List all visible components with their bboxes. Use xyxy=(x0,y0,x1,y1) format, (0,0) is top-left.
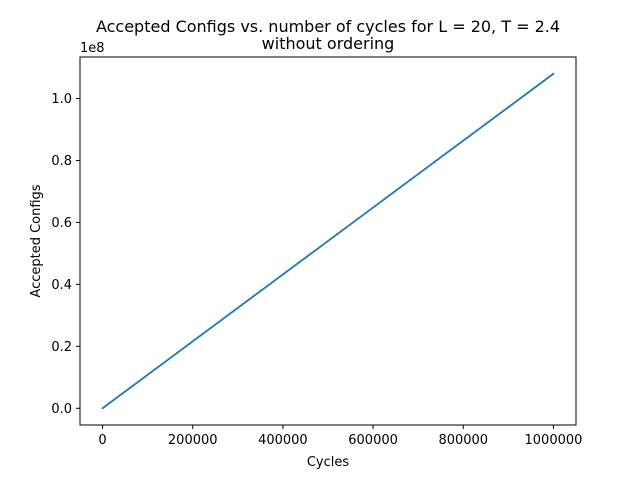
y-axis-ticks: 0.0 0.2 0.4 0.6 0.8 1.0 xyxy=(51,92,80,417)
y-tick-label: 0.0 xyxy=(51,402,72,417)
x-axis-label: Cycles xyxy=(307,455,350,470)
x-tick-label: 0 xyxy=(98,433,106,448)
y-tick-label: 0.2 xyxy=(51,340,72,355)
series-line xyxy=(101,72,555,410)
y-axis-offset-label: 1e8 xyxy=(80,41,105,56)
y-tick-label: 1.0 xyxy=(51,92,72,107)
x-tick-label: 800000 xyxy=(438,433,488,448)
y-axis-label: Accepted Configs xyxy=(29,184,44,297)
x-tick-label: 1000000 xyxy=(525,433,583,448)
chart-title-line-1: Accepted Configs vs. number of cycles fo… xyxy=(96,17,560,36)
plot-frame xyxy=(79,56,577,426)
chart-title-line-2: without ordering xyxy=(262,34,395,53)
y-tick-label: 0.8 xyxy=(51,154,72,169)
x-tick-label: 600000 xyxy=(348,433,398,448)
series-layer xyxy=(101,72,555,410)
y-tick-label: 0.6 xyxy=(51,216,72,231)
x-axis-ticks: 0 200000 400000 600000 800000 1000000 xyxy=(98,425,582,448)
x-tick-label: 200000 xyxy=(168,433,218,448)
x-tick-label: 400000 xyxy=(258,433,308,448)
y-tick-label: 0.4 xyxy=(51,278,72,293)
